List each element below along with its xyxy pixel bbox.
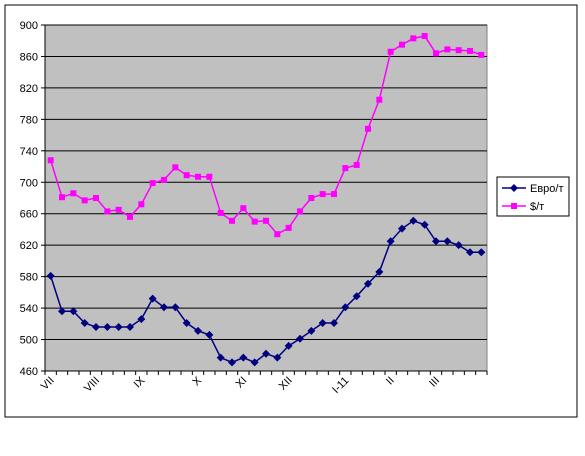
marker [467, 47, 473, 54]
marker [420, 220, 429, 229]
marker [70, 190, 77, 197]
marker [478, 51, 485, 58]
marker [352, 292, 361, 301]
marker [398, 224, 406, 233]
y-tick-label: 580 [20, 272, 38, 284]
marker [274, 231, 281, 238]
marker [182, 319, 191, 328]
marker [386, 237, 395, 246]
legend-label: $/т [530, 201, 544, 213]
plot-background [44, 24, 488, 372]
marker [284, 341, 293, 350]
legend-label: Евро/т [530, 183, 564, 195]
marker [161, 176, 167, 183]
marker [217, 209, 224, 216]
marker [375, 267, 384, 276]
marker [195, 173, 201, 180]
marker [240, 205, 247, 212]
marker [365, 125, 371, 132]
marker [59, 194, 65, 201]
marker [194, 326, 202, 335]
marker [114, 322, 123, 331]
marker [262, 349, 270, 358]
y-tick-label: 780 [20, 114, 38, 126]
marker [172, 164, 179, 171]
marker [331, 191, 337, 198]
marker [296, 334, 304, 343]
marker [183, 172, 190, 179]
marker [46, 271, 55, 280]
marker [353, 161, 360, 168]
marker [318, 319, 327, 328]
marker [319, 191, 326, 198]
y-tick-label: 820 [20, 83, 38, 95]
y-tick-label: 860 [20, 51, 38, 63]
y-tick-label: 460 [20, 366, 38, 378]
marker [443, 237, 452, 246]
marker [454, 241, 463, 250]
y-tick-label: 620 [20, 240, 38, 252]
marker [421, 33, 428, 40]
marker [47, 157, 54, 164]
marker [387, 48, 394, 55]
marker [263, 217, 269, 224]
marker [297, 208, 303, 215]
marker [126, 322, 134, 331]
y-tick-label: 540 [20, 303, 38, 315]
marker [93, 195, 99, 201]
marker [273, 353, 282, 362]
marker [342, 165, 349, 172]
marker [307, 326, 316, 335]
marker [160, 303, 168, 312]
marker [138, 201, 145, 208]
marker [376, 96, 383, 103]
legend-marker [510, 184, 518, 192]
y-tick-label: 900 [20, 20, 38, 32]
y-tick-label: 700 [20, 177, 38, 189]
marker [137, 315, 146, 324]
marker [69, 307, 78, 316]
marker [409, 216, 418, 225]
legend-box [496, 176, 570, 217]
marker [444, 46, 451, 53]
marker [466, 248, 474, 257]
marker [308, 195, 315, 201]
y-tick-label: 740 [20, 146, 38, 158]
marker [58, 307, 66, 316]
marker [104, 208, 111, 215]
marker [216, 353, 225, 362]
marker [206, 173, 213, 180]
legend-marker [511, 203, 517, 209]
marker [92, 322, 100, 331]
marker [103, 322, 112, 331]
marker [432, 237, 440, 246]
marker [251, 218, 258, 225]
y-tick-label: 500 [20, 335, 38, 347]
marker [455, 47, 462, 54]
marker [171, 303, 180, 312]
y-tick-label: 660 [20, 209, 38, 221]
marker [205, 330, 214, 339]
marker [410, 35, 417, 42]
marker [330, 319, 338, 328]
marker [285, 224, 292, 231]
marker [81, 197, 88, 204]
marker [127, 213, 133, 220]
marker [477, 248, 486, 257]
marker [228, 358, 236, 367]
marker [364, 279, 372, 288]
marker [341, 303, 350, 312]
marker [239, 353, 248, 362]
marker [433, 50, 439, 57]
legend: Евро/т $/т [496, 176, 570, 217]
marker [149, 180, 156, 187]
marker [399, 41, 405, 48]
marker [80, 319, 89, 328]
marker [148, 294, 157, 303]
marker [115, 206, 122, 213]
marker [229, 217, 235, 224]
marker [250, 358, 259, 367]
